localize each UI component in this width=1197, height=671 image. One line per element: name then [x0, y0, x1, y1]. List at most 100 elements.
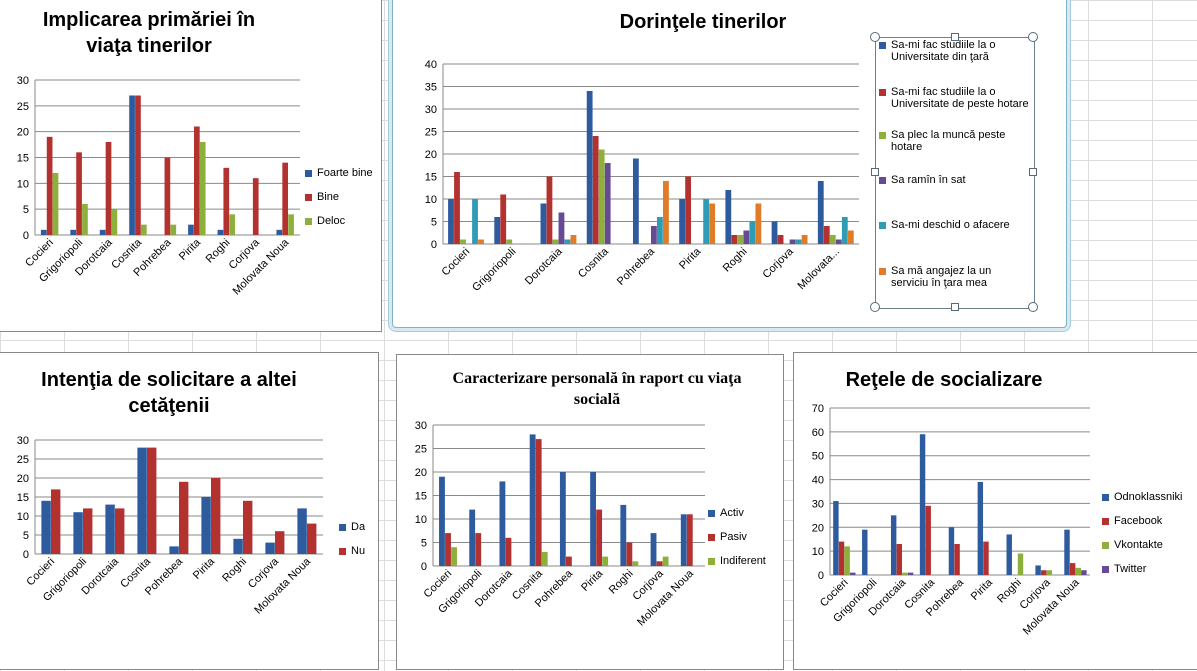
legend-swatch — [1102, 494, 1109, 501]
bar — [559, 472, 566, 566]
legend-swatch — [879, 89, 886, 96]
bar — [919, 434, 926, 575]
legend-swatch — [305, 194, 312, 201]
y-tick-label: 25 — [17, 101, 29, 113]
resize-handle[interactable] — [1028, 302, 1038, 312]
resize-handle[interactable] — [870, 32, 880, 42]
legend-label: Bine — [317, 191, 340, 203]
bar — [1081, 570, 1087, 575]
bar — [494, 217, 501, 244]
legend-label: Sa mă angajez la un serviciu în ţara mea — [891, 265, 992, 289]
resize-handle[interactable] — [871, 168, 879, 176]
legend-swatch — [879, 132, 886, 139]
y-tick-label: 40 — [425, 59, 437, 71]
bar — [265, 542, 275, 554]
bar — [795, 239, 802, 244]
bar — [626, 542, 633, 566]
legend-swatch — [708, 534, 715, 541]
bar — [252, 178, 259, 235]
bar — [685, 176, 692, 244]
bar — [731, 235, 738, 244]
bar — [604, 163, 611, 244]
bar — [170, 224, 177, 235]
bar — [282, 162, 289, 235]
y-tick-label: 10 — [17, 178, 29, 190]
legend-item: Sa-mi deschid o afacere — [879, 219, 1029, 231]
bar — [890, 515, 897, 575]
bar — [954, 543, 960, 575]
y-tick-label: 25 — [425, 127, 437, 139]
resize-handle[interactable] — [1029, 168, 1037, 176]
category-label: Dorotcaia — [523, 245, 565, 287]
chart-panel-caracterizare[interactable]: Caracterizare personală în raport cu via… — [396, 354, 784, 670]
y-tick-label: 10 — [425, 194, 437, 206]
bar — [602, 556, 609, 566]
y-tick-label: 0 — [23, 549, 29, 561]
legend-item: Indiferent — [708, 555, 780, 567]
chart-plot: 051015202530CocieriGrigoriopoliDorotcaia… — [17, 75, 300, 297]
bar — [40, 229, 47, 235]
bar — [817, 181, 824, 244]
y-tick-label: 30 — [17, 435, 29, 447]
resize-handle[interactable] — [1028, 32, 1038, 42]
bar — [275, 531, 285, 554]
bar — [105, 504, 115, 554]
bar — [129, 95, 135, 235]
chart-plot: 051015202530CocieriGrigoriopoliDorotcaia… — [415, 420, 705, 628]
bar — [590, 472, 596, 566]
legend-swatch — [708, 558, 715, 565]
bar — [663, 181, 669, 244]
category-label: Pirita — [579, 567, 606, 594]
bar — [297, 508, 307, 554]
category-label: Pirita — [969, 576, 996, 603]
legend-item: Facebook — [1102, 515, 1197, 527]
legend-item: Twitter — [1102, 563, 1197, 575]
legend-label: Sa plec la muncă peste hotare — [891, 129, 1006, 153]
chart-title: Reţele de socializare — [845, 369, 1043, 391]
resize-handle[interactable] — [951, 33, 959, 41]
bar — [570, 235, 577, 244]
chart-title: Dorinţele tinerilor — [619, 11, 787, 33]
legend-label: Odnoklassniki — [1114, 491, 1183, 503]
bar — [141, 224, 147, 235]
bar — [657, 217, 663, 244]
bar — [838, 541, 845, 575]
bar — [749, 221, 756, 244]
bar — [983, 541, 989, 575]
bar — [558, 212, 565, 244]
bar — [632, 561, 639, 566]
bar — [540, 203, 547, 244]
category-label: Roghi — [721, 246, 750, 275]
bar — [835, 239, 842, 244]
bar — [448, 199, 454, 244]
chart-title: Caracterizare personală în raport cu via… — [452, 370, 742, 408]
chart-panel-implicarea[interactable]: Implicarea primăriei în viaţa tinerilor … — [0, 0, 382, 332]
bar — [276, 229, 283, 235]
y-tick-label: 5 — [23, 530, 29, 542]
bar — [243, 500, 253, 554]
bar — [307, 523, 317, 554]
bar — [201, 497, 211, 554]
bar — [500, 194, 507, 244]
bar — [439, 476, 445, 566]
bar — [650, 533, 657, 566]
y-tick-label: 20 — [415, 467, 427, 479]
chart-panel-intentia[interactable]: Intenţia de solicitare a altei cetăţenii… — [0, 352, 379, 670]
bar — [194, 126, 200, 235]
bar — [656, 561, 663, 566]
legend-label: Vkontakte — [1114, 539, 1163, 551]
chart-panel-retele[interactable]: Reţele de socializare 0 10 20 30 40 50 60 70 Coc… — [793, 352, 1197, 670]
bar — [475, 533, 482, 566]
bar — [844, 546, 850, 575]
bar — [586, 91, 593, 244]
bar — [147, 447, 157, 554]
resize-handle[interactable] — [951, 303, 959, 311]
chart-panel-dorintele[interactable]: Dorinţele tinerilor 0 5 10 15 20 25 30 35 40 Coci… — [392, 0, 1067, 328]
legend-swatch — [879, 268, 886, 275]
y-tick-label: 30 — [425, 104, 437, 116]
bar — [188, 224, 194, 235]
legend-label: Sa-mi fac studiile la o Universitate de … — [891, 86, 1029, 110]
legend-item: Odnoklassniki — [1102, 491, 1197, 503]
resize-handle[interactable] — [870, 302, 880, 312]
bar — [460, 239, 466, 244]
